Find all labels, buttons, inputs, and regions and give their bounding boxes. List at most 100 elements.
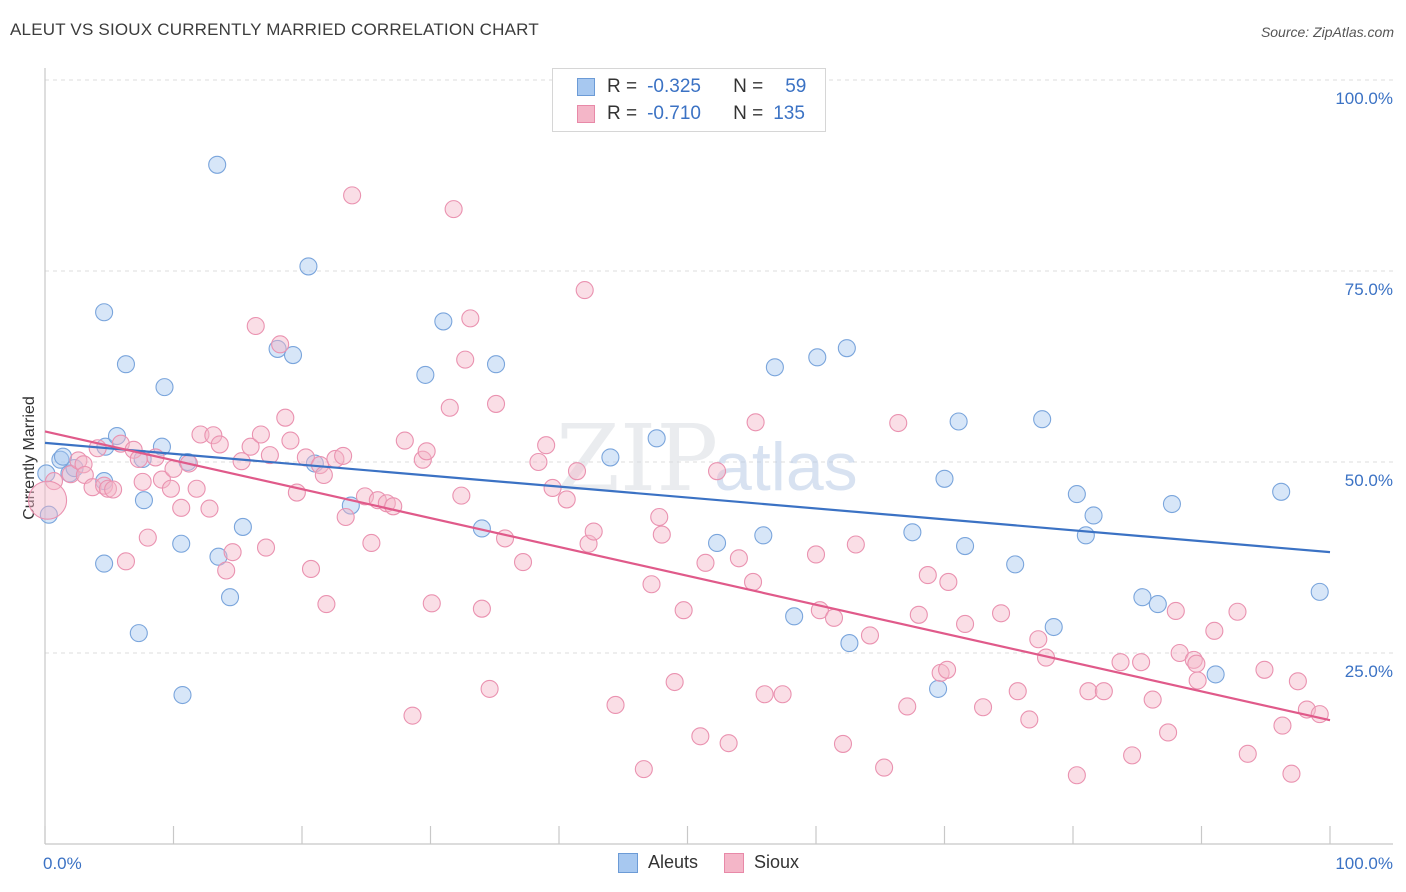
- aleuts-point: [785, 607, 804, 626]
- sioux-point: [336, 507, 355, 527]
- sioux-point: [846, 535, 865, 554]
- sioux-point: [1029, 630, 1048, 649]
- aleuts-point: [837, 339, 856, 358]
- sioux-point: [557, 490, 576, 509]
- sioux-point: [1020, 710, 1039, 729]
- stats-legend: R = -0.325 N = 59 R = -0.710 N = 135: [552, 68, 826, 132]
- sioux-point: [938, 660, 957, 679]
- aleuts-point: [173, 685, 192, 705]
- y-axis-label: Currently Married: [21, 396, 38, 520]
- legend-label-sioux: Sioux: [754, 852, 800, 872]
- legend-r-label: R =: [607, 103, 638, 124]
- sioux-point: [1067, 766, 1086, 785]
- sioux-point: [133, 472, 152, 491]
- aleuts-point: [209, 547, 228, 566]
- aleuts-point: [601, 448, 620, 467]
- sioux-point: [889, 413, 908, 433]
- sioux-point: [696, 553, 715, 572]
- sioux-point: [665, 672, 684, 692]
- legend-n-label: N =: [733, 103, 764, 124]
- sioux-point: [444, 200, 463, 219]
- sioux-point: [217, 561, 236, 580]
- sioux-point: [1123, 746, 1142, 765]
- sioux-point: [606, 695, 625, 715]
- sioux-point: [567, 462, 587, 481]
- sioux-point: [334, 446, 353, 465]
- sioux-point: [486, 394, 506, 413]
- sioux-point: [104, 480, 123, 499]
- aleuts-point: [129, 624, 148, 643]
- aleuts-point: [283, 345, 303, 365]
- sioux-point: [256, 538, 276, 557]
- source-credit: Source: ZipAtlas.com: [1260, 24, 1394, 40]
- y-tick-label: 50.0%: [1345, 471, 1393, 490]
- legend-row-sioux: R = -0.710 N = 135: [577, 102, 805, 126]
- x-tick-label: 100.0%: [1335, 854, 1393, 873]
- aleuts-point: [1148, 595, 1167, 614]
- sioux-point: [314, 465, 333, 485]
- series-legend: Aleuts Sioux: [618, 852, 825, 873]
- legend-swatch-sioux: [724, 852, 745, 873]
- legend-item-aleuts[interactable]: Aleuts: [618, 852, 698, 873]
- sioux-point: [1282, 764, 1301, 783]
- sioux-point: [1228, 602, 1247, 621]
- aleuts-point: [949, 412, 968, 431]
- aleuts-point: [1044, 617, 1063, 637]
- aleuts-point: [1133, 588, 1152, 607]
- sioux-point: [1143, 690, 1162, 709]
- sioux-point: [187, 479, 206, 498]
- aleuts-point: [51, 450, 70, 469]
- sioux-point: [973, 698, 993, 717]
- aleuts-point: [754, 526, 773, 545]
- aleuts-point: [1067, 485, 1086, 504]
- sioux-point: [301, 559, 321, 579]
- aleuts-point: [1206, 665, 1225, 684]
- sioux-point: [642, 575, 661, 594]
- sioux-point: [232, 452, 251, 471]
- sioux-point: [875, 758, 894, 777]
- sioux-point: [403, 706, 422, 725]
- aleuts-point: [134, 491, 153, 510]
- aleuts-point: [647, 429, 666, 448]
- sioux-point: [200, 499, 219, 518]
- legend-r-value: -0.325: [647, 76, 701, 97]
- sioux-point: [260, 446, 279, 465]
- sioux-point: [918, 566, 937, 585]
- sioux-point: [191, 425, 210, 444]
- sioux-point: [1255, 660, 1274, 679]
- sioux-point: [61, 465, 80, 484]
- sioux-point: [755, 685, 774, 704]
- sioux-point: [956, 614, 975, 634]
- sioux-point: [362, 533, 381, 553]
- sioux-point: [456, 350, 475, 369]
- sioux-point: [1188, 671, 1207, 690]
- aleuts-trend-line: [44, 441, 1331, 554]
- sioux-point: [161, 479, 180, 498]
- sioux-point: [116, 552, 136, 571]
- sioux-point: [276, 408, 295, 427]
- sioux-point: [529, 452, 548, 472]
- y-tick-label: 100.0%: [1335, 89, 1393, 108]
- aleuts-point: [208, 155, 227, 174]
- legend-row-aleuts: R = -0.325 N = 59: [577, 75, 806, 99]
- legend-r-value: -0.710: [647, 103, 701, 124]
- sioux-point: [991, 604, 1011, 623]
- sioux-point: [575, 281, 594, 300]
- sioux-point: [384, 497, 403, 516]
- aleuts-point: [95, 303, 114, 322]
- sioux-point: [164, 459, 183, 478]
- sioux-point: [634, 760, 653, 779]
- x-tick-labels: 0.0% 100.0%: [43, 854, 1393, 873]
- sioux-point: [860, 626, 880, 645]
- sioux-point: [472, 599, 491, 618]
- aleuts-point: [1162, 494, 1181, 514]
- sioux-point: [1273, 716, 1292, 735]
- legend-item-sioux[interactable]: Sioux: [724, 852, 799, 873]
- aleuts-point: [486, 355, 506, 374]
- sioux-point: [395, 431, 414, 450]
- aleuts-point: [808, 348, 827, 367]
- sioux-point: [138, 528, 157, 547]
- sioux-point: [898, 697, 917, 716]
- aleuts-point: [1310, 582, 1329, 601]
